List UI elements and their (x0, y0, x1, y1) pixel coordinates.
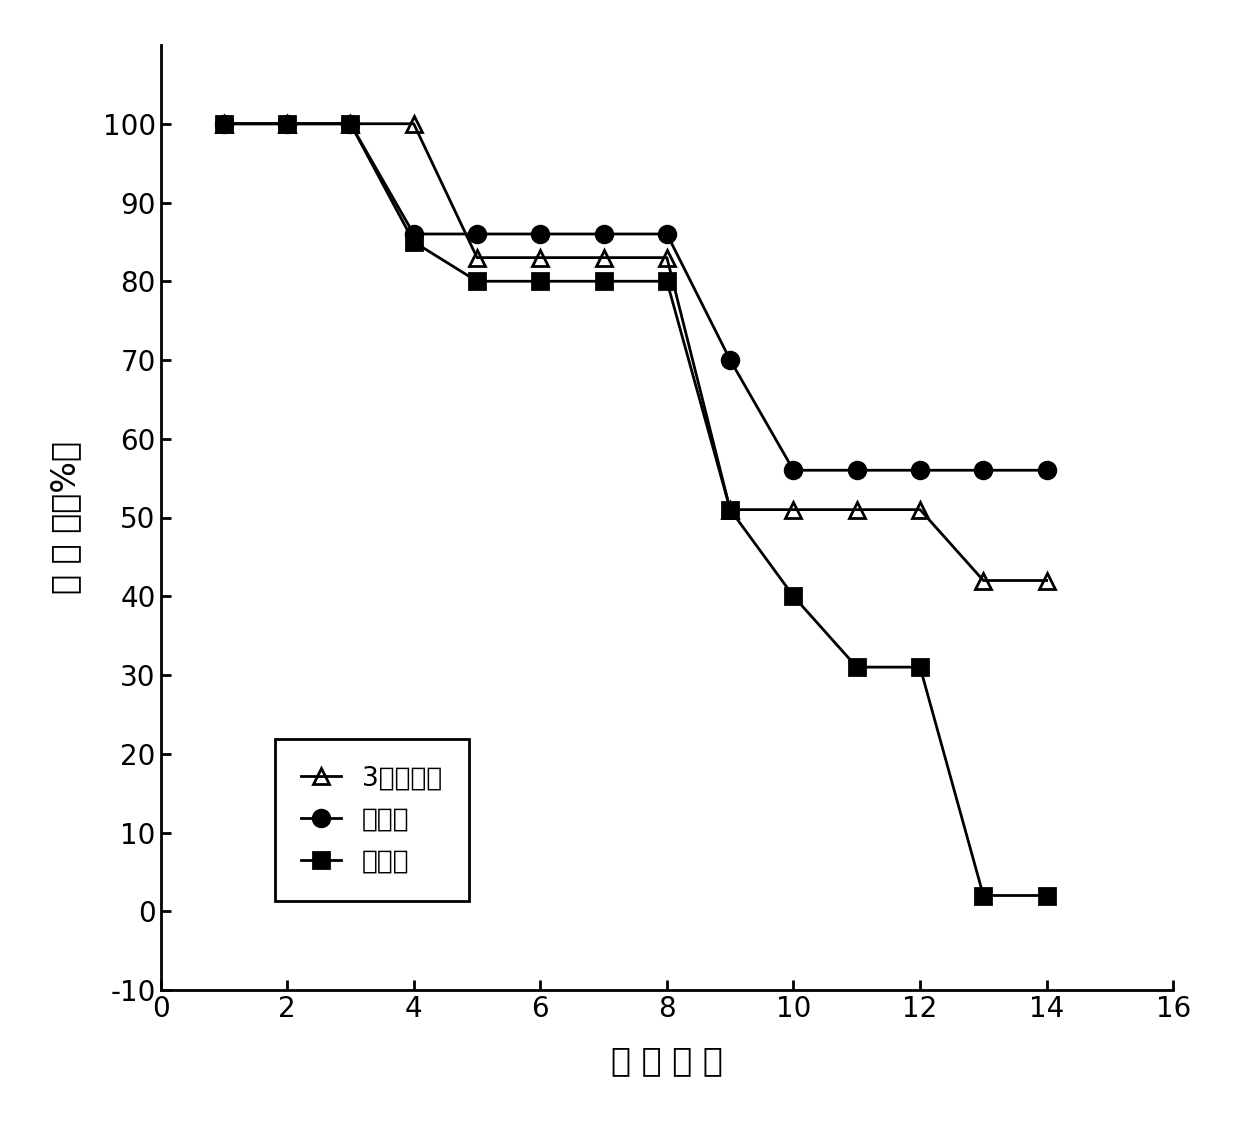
3号化合物 (534, 251, 548, 264)
控制组 (280, 117, 295, 130)
控制组 (343, 117, 358, 130)
X-axis label: 感 染 天 数: 感 染 天 数 (611, 1044, 722, 1077)
锐康唆 (343, 117, 358, 130)
锐康唆 (597, 227, 611, 241)
锐康唆 (913, 464, 927, 477)
Line: 控制组: 控制组 (216, 116, 1055, 903)
3号化合物 (343, 117, 358, 130)
锐康唆 (850, 464, 864, 477)
锐康唆 (659, 227, 674, 241)
控制组 (722, 503, 737, 516)
3号化合物 (722, 503, 737, 516)
3号化合物 (976, 574, 990, 587)
锐康唆 (722, 353, 737, 367)
控制组 (659, 274, 674, 288)
3号化合物 (850, 503, 864, 516)
控制组 (785, 590, 800, 603)
Line: 锐康唆: 锐康唆 (216, 116, 1055, 478)
3号化合物 (785, 503, 800, 516)
3号化合物 (406, 117, 421, 130)
3号化合物 (216, 117, 231, 130)
控制组 (976, 889, 990, 902)
锐康唆 (1040, 464, 1055, 477)
控制组 (406, 235, 421, 249)
锐康唆 (785, 464, 800, 477)
锐康唆 (280, 117, 295, 130)
控制组 (850, 660, 864, 674)
3号化合物 (913, 503, 927, 516)
控制组 (534, 274, 548, 288)
3号化合物 (280, 117, 295, 130)
控制组 (469, 274, 484, 288)
3号化合物 (1040, 574, 1055, 587)
Legend: 3号化合物, 锐康唆, 控制组: 3号化合物, 锐康唆, 控制组 (275, 739, 469, 901)
控制组 (913, 660, 927, 674)
锐康唆 (534, 227, 548, 241)
控制组 (216, 117, 231, 130)
3号化合物 (659, 251, 674, 264)
锐康唆 (216, 117, 231, 130)
锐康唆 (406, 227, 421, 241)
控制组 (1040, 889, 1055, 902)
Y-axis label: 存 活 率（%）: 存 活 率（%） (48, 441, 82, 594)
控制组 (597, 274, 611, 288)
3号化合物 (597, 251, 611, 264)
3号化合物 (469, 251, 484, 264)
锐康唆 (976, 464, 990, 477)
Line: 3号化合物: 3号化合物 (216, 116, 1055, 588)
锐康唆 (469, 227, 484, 241)
